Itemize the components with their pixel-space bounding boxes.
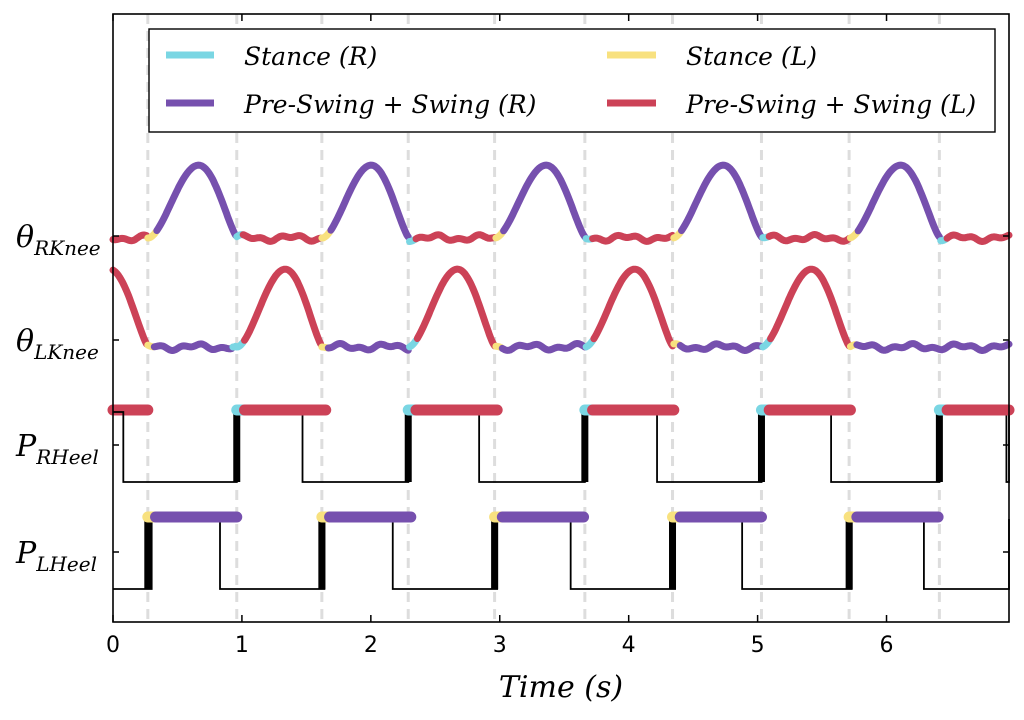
legend: Stance (R) Stance (L) Pre-Swing + Swing … [148, 28, 996, 133]
series-lknee-segment [109, 266, 150, 348]
x-tick-label-4: 4 [622, 633, 636, 658]
x-tick-label-6: 6 [880, 633, 894, 658]
series-lknee-segment [853, 340, 1013, 354]
series-rknee-segment [854, 161, 943, 241]
legend-label-stance-l: Stance (L) [686, 42, 817, 71]
series-rknee [109, 161, 1013, 245]
series-rheel [113, 404, 1015, 483]
x-tick-label-1: 1 [235, 633, 249, 658]
series-rknee-segment [589, 231, 676, 245]
series-lknee-segment [413, 265, 499, 350]
x-tick-label-3: 3 [493, 633, 507, 658]
series-rknee-segment [670, 228, 684, 242]
y-label-heel_left: PLHeel [15, 536, 97, 576]
series-lknee-segment [150, 340, 236, 354]
x-ticks: 0 1 2 3 4 5 6 [106, 14, 894, 658]
legend-box [148, 28, 996, 133]
series-lknee-segment [229, 338, 247, 351]
series-rknee-segment [153, 161, 239, 239]
series-lknee-segment [324, 340, 412, 354]
series-rknee-segment [492, 229, 506, 242]
series-rknee-segment [500, 161, 589, 241]
legend-label-stance-r: Stance (R) [244, 42, 377, 71]
series-rknee-segment [412, 231, 499, 244]
series-rheel-step [113, 411, 1010, 483]
series-lknee-segment [767, 265, 853, 350]
series-lheel-step [113, 518, 1010, 590]
series-lknee-segment [590, 265, 676, 350]
x-tick-label-0: 0 [106, 633, 120, 658]
series-rknee-segment [678, 161, 765, 241]
series-layer [107, 161, 1015, 590]
legend-entry-swing-l: Pre-Swing + Swing (L) [607, 90, 976, 119]
series-lknee-segment [406, 337, 420, 351]
series-rknee-segment [239, 231, 325, 245]
legend-entry-stance-r: Stance (R) [166, 42, 377, 71]
series-lknee-segment [498, 340, 589, 354]
axes-frame [112, 13, 1010, 623]
series-rknee-segment [109, 231, 150, 245]
series-rknee-segment [765, 231, 853, 245]
x-tick-label-2: 2 [364, 633, 378, 658]
legend-label-swing-r: Pre-Swing + Swing (R) [243, 90, 536, 119]
y-label-heel_right: PRHeel [15, 429, 99, 469]
series-lknee-segment [676, 340, 765, 354]
legend-entry-swing-r: Pre-Swing + Swing (R) [166, 90, 536, 119]
series-lknee-segment [241, 265, 325, 348]
x-tick-label-5: 5 [751, 633, 765, 658]
y-label-knee_left: θLKnee [16, 324, 99, 364]
legend-entry-stance-l: Stance (L) [607, 42, 817, 71]
series-rknee-segment [318, 228, 334, 242]
series-lknee-segment [582, 337, 597, 351]
series-rknee-segment [846, 229, 861, 242]
x-axis-label: Time (s) [499, 670, 623, 705]
series-lknee-segment [759, 337, 773, 351]
series-lknee [109, 265, 1013, 354]
series-rknee-segment [144, 228, 159, 242]
series-lheel [113, 511, 1010, 590]
series-rknee-segment [943, 231, 1013, 245]
series-rknee-segment [327, 161, 412, 241]
legend-label-swing-l: Pre-Swing + Swing (L) [685, 90, 976, 119]
y-label-knee_right: θRKnee [16, 220, 101, 260]
y-labels: θRKnee θLKnee PRHeel PLHeel [15, 220, 1009, 576]
